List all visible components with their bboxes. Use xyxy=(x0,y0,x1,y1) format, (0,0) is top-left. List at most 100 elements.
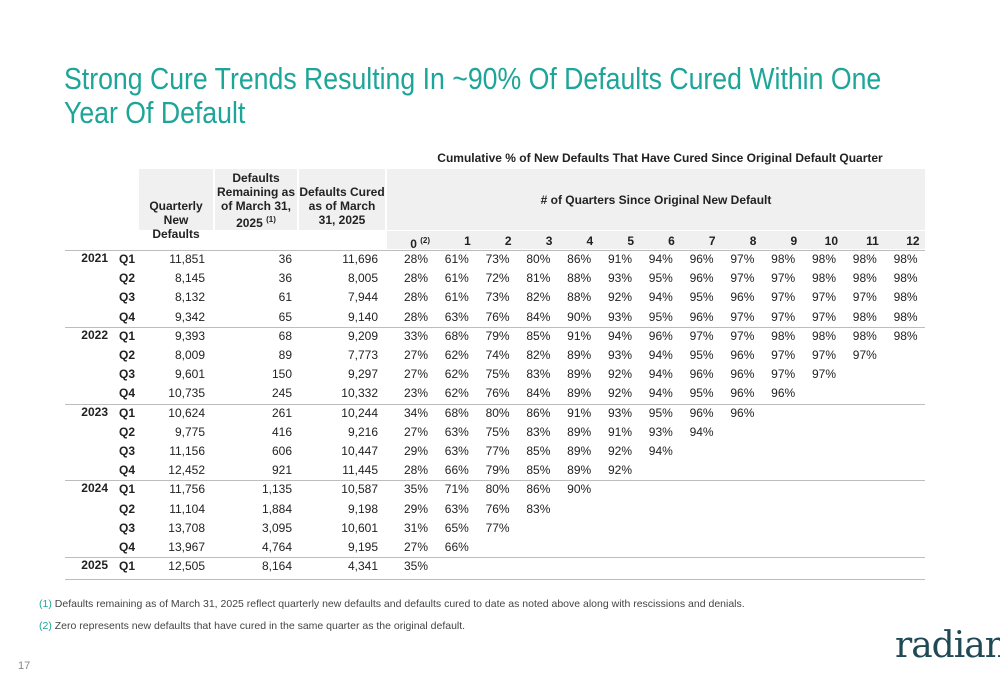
table-cell: 9,601 xyxy=(174,367,205,382)
table-cell: 28% xyxy=(403,271,428,286)
quarter-header: 11 xyxy=(866,234,879,248)
table-cell: 63% xyxy=(444,424,469,439)
page-number: 17 xyxy=(18,660,31,672)
quarter-label: Q2 xyxy=(119,424,136,439)
table-cell: 89% xyxy=(567,463,592,478)
table-cell: 4,764 xyxy=(261,540,292,554)
table-cell: 3,095 xyxy=(261,520,292,535)
quarter-header: 12 xyxy=(906,234,920,248)
table-cell: 98% xyxy=(852,328,877,343)
quarter-label: Q1 xyxy=(119,252,136,266)
table-cell: 94% xyxy=(648,252,673,266)
quarter-label: Q3 xyxy=(119,444,136,458)
table-cell: 61% xyxy=(444,271,469,286)
table-cell: 10,587 xyxy=(341,482,378,497)
table-cell: 7,773 xyxy=(347,348,378,362)
table-cell: 81% xyxy=(526,271,551,286)
table-cell: 75% xyxy=(485,424,510,439)
table-cell: 28% xyxy=(403,252,428,266)
table-cell: 97% xyxy=(852,348,877,362)
table-cell: 62% xyxy=(444,386,469,401)
table-cell: 33% xyxy=(403,328,428,343)
table-cell: 83% xyxy=(526,424,551,439)
quarter-label: Q3 xyxy=(119,520,136,535)
table-cell: 93% xyxy=(607,348,632,362)
table-cell: 63% xyxy=(444,444,469,458)
table-cell: 10,447 xyxy=(341,444,378,458)
header-cell xyxy=(387,231,925,249)
table-cell: 61 xyxy=(278,290,292,305)
table-cell: 66% xyxy=(444,463,469,478)
table-cell: 92% xyxy=(607,463,632,478)
table-cell: 23% xyxy=(403,386,428,401)
table-cell: 27% xyxy=(403,367,428,382)
table-cell: 97% xyxy=(730,328,755,343)
footnote: (2) Zero represents new defaults that ha… xyxy=(39,620,465,632)
table-cell: 93% xyxy=(607,405,632,420)
table-cell: 92% xyxy=(607,367,632,382)
table-cell: 13,967 xyxy=(168,540,205,554)
quarter-label: Q2 xyxy=(119,348,136,362)
year-label: 2023 xyxy=(81,404,108,419)
table-cell: 98% xyxy=(852,271,877,286)
table-cell: 12,505 xyxy=(168,559,205,574)
table-cell: 11,156 xyxy=(169,444,205,458)
table-cell: 1,884 xyxy=(261,501,292,516)
table-cell: 90% xyxy=(567,482,592,497)
table-cell: 96% xyxy=(689,252,714,266)
table-cell: 97% xyxy=(771,348,796,362)
table-cell: 98% xyxy=(893,309,918,324)
quarter-header: 8 xyxy=(749,234,757,248)
table-cell: 94% xyxy=(648,386,673,401)
quarter-header: 7 xyxy=(708,234,716,248)
table-cell: 416 xyxy=(271,424,292,439)
table-cell: 61% xyxy=(444,252,469,266)
footnote-text: Zero represents new defaults that have c… xyxy=(54,620,466,632)
table-cell: 13,708 xyxy=(168,520,205,535)
footnote-marker: (2) xyxy=(39,620,52,632)
table-cell: 10,735 xyxy=(168,386,205,401)
quarter-header: 3 xyxy=(545,234,553,248)
year-label: 2024 xyxy=(81,481,108,496)
table-cell: 27% xyxy=(403,540,428,554)
table-cell: 91% xyxy=(567,328,592,343)
table-cell: 10,601 xyxy=(341,520,378,535)
group-separator xyxy=(65,250,925,251)
quarter-label: Q3 xyxy=(119,367,136,382)
table-cell: 97% xyxy=(730,309,755,324)
table-cell: 29% xyxy=(403,444,428,458)
quarter-header: 9 xyxy=(790,234,798,248)
title: Strong Cure Trends Resulting In ~90% Of … xyxy=(64,61,882,130)
table-cell: 97% xyxy=(771,309,796,324)
table-cell: 11,696 xyxy=(342,252,378,266)
table-cell: 11,851 xyxy=(169,252,205,266)
table-cell: 79% xyxy=(485,328,510,343)
table-cell: 68% xyxy=(444,328,469,343)
table-cell: 65% xyxy=(444,520,469,535)
table-cell: 63% xyxy=(444,501,469,516)
col-header: Quarterly New Defaults xyxy=(149,199,203,241)
table-cell: 1,135 xyxy=(261,482,292,497)
table-cell: 97% xyxy=(730,252,755,266)
table-cell: 97% xyxy=(771,290,796,305)
table-cell: 98% xyxy=(852,252,877,266)
table-cell: 95% xyxy=(689,348,714,362)
footnote: (1) Defaults remaining as of March 31, 2… xyxy=(39,598,745,610)
table-cell: 96% xyxy=(730,386,755,401)
table-cell: 91% xyxy=(607,252,632,266)
super-header: Cumulative % of New Defaults That Have C… xyxy=(437,151,883,165)
table-cell: 8,164 xyxy=(261,559,292,574)
table-cell: 73% xyxy=(485,290,510,305)
table-cell: 8,009 xyxy=(174,348,205,362)
quarter-header: 4 xyxy=(586,234,594,248)
logo: radian xyxy=(895,625,1000,666)
table-cell: 92% xyxy=(607,444,632,458)
table-cell: 96% xyxy=(648,328,673,343)
table-cell: 97% xyxy=(771,367,796,382)
table-cell: 96% xyxy=(771,386,796,401)
table-cell: 10,624 xyxy=(168,405,205,420)
table-cell: 98% xyxy=(893,271,918,286)
table-cell: 80% xyxy=(526,252,551,266)
table-cell: 8,005 xyxy=(347,271,378,286)
header-cell xyxy=(139,169,213,230)
